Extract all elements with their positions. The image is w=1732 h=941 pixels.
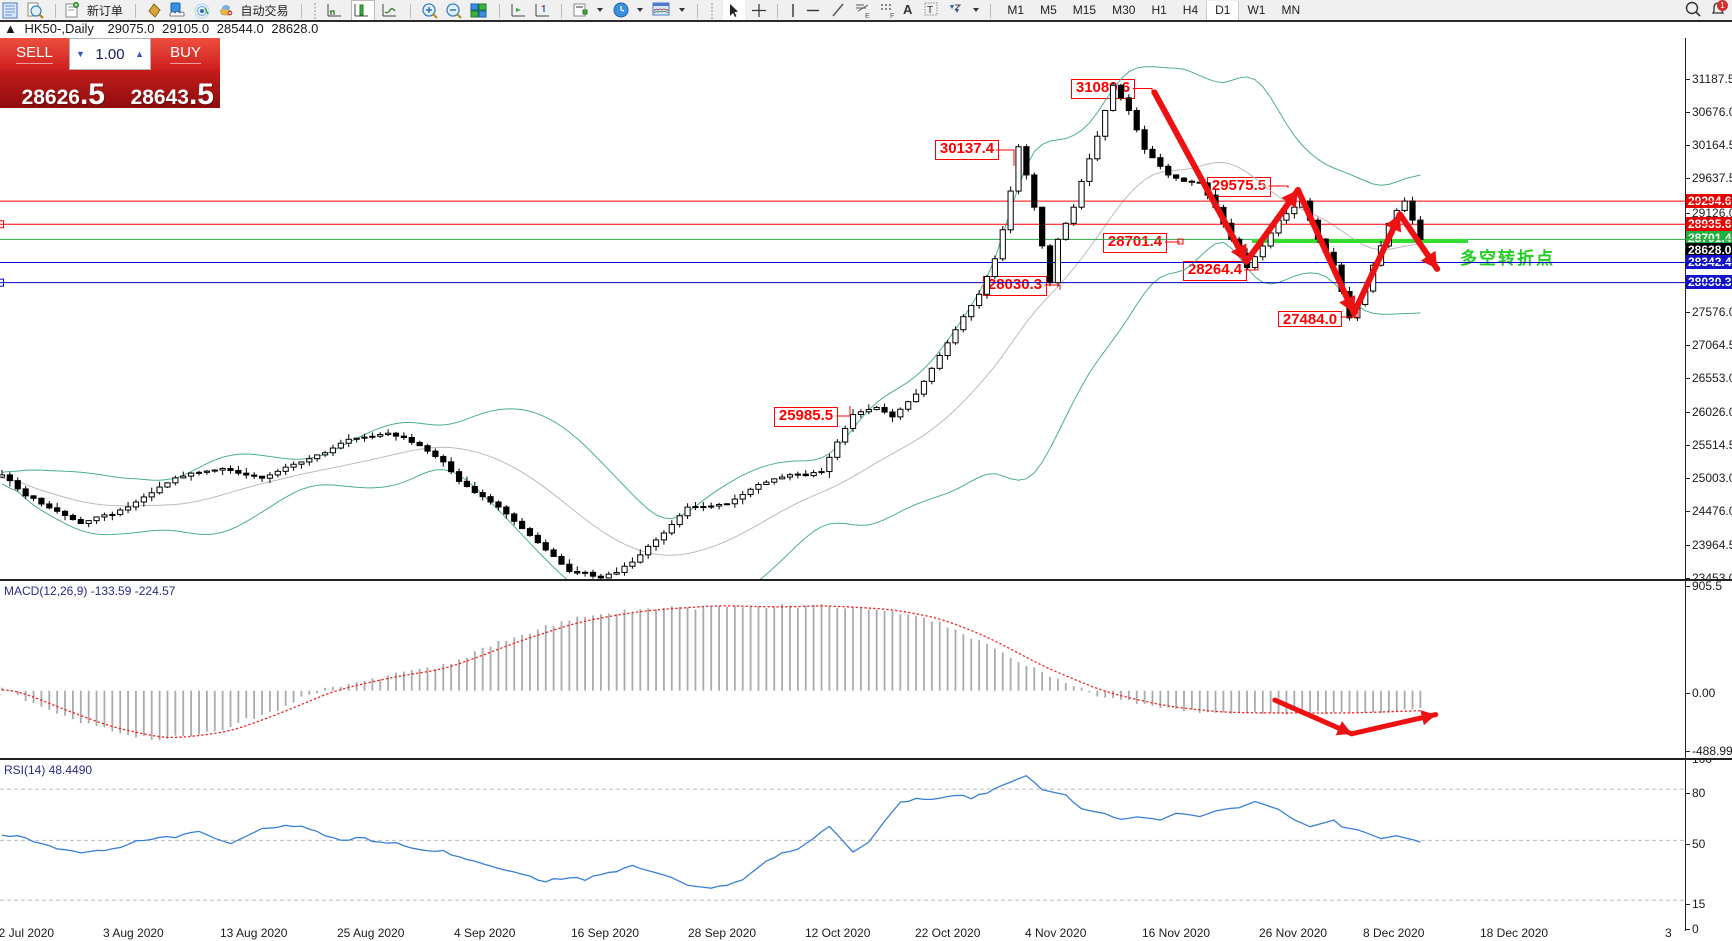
svg-text:F: F bbox=[890, 13, 894, 20]
svg-text:A: A bbox=[903, 2, 913, 17]
svg-text:T: T bbox=[927, 5, 933, 16]
svg-text:E: E bbox=[865, 13, 870, 20]
